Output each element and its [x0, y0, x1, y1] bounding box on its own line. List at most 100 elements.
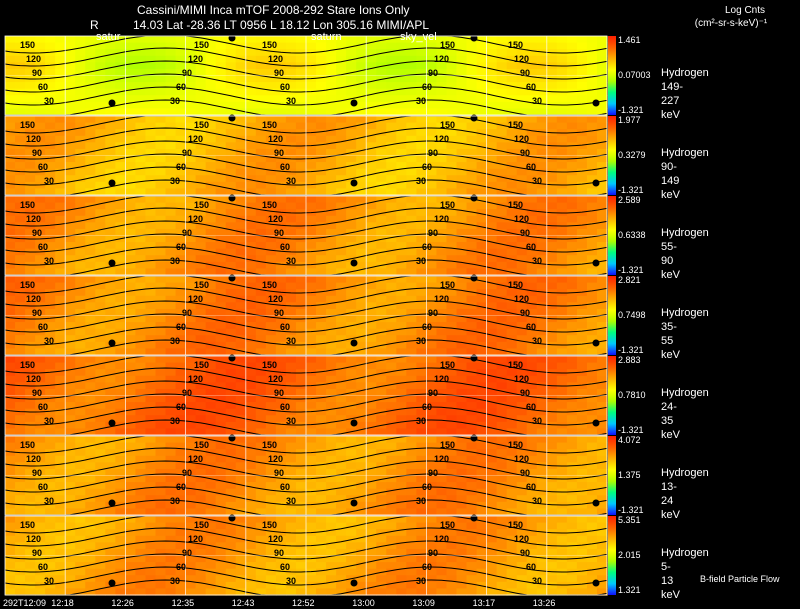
- heatmap-cell: [95, 36, 106, 44]
- heatmap-cell: [406, 228, 417, 237]
- heatmap-cell: [155, 475, 167, 483]
- heatmap-cell: [386, 341, 397, 350]
- heatmap-cell: [275, 436, 287, 444]
- heatmap-cell: [576, 62, 588, 70]
- heatmap-cell: [15, 516, 26, 524]
- heatmap-cell: [366, 95, 377, 103]
- heatmap-cell: [456, 255, 468, 263]
- heatmap-cell: [466, 168, 478, 176]
- heatmap-cell: [526, 162, 538, 170]
- heatmap-cell: [155, 228, 167, 237]
- heatmap-cell: [105, 295, 116, 303]
- heatmap-cell: [285, 388, 297, 397]
- heatmap-cell: [275, 535, 287, 543]
- heatmap-cell: [35, 436, 46, 444]
- heatmap-cell: [225, 135, 237, 143]
- heatmap-cell: [215, 369, 227, 377]
- heatmap-cell: [356, 42, 367, 50]
- heatmap-cell: [45, 308, 56, 317]
- heatmap-cell: [536, 108, 548, 116]
- heatmap-cell: [516, 135, 528, 143]
- heatmap-cell: [285, 356, 297, 364]
- heatmap-cell: [436, 248, 448, 256]
- heatmap-cell: [35, 202, 46, 210]
- heatmap-cell: [215, 122, 227, 130]
- heatmap-cell: [145, 68, 157, 77]
- heatmap-cell: [346, 276, 357, 284]
- heatmap-cell: [506, 282, 518, 290]
- heatmap-cell: [416, 328, 427, 336]
- heatmap-cell: [356, 415, 367, 423]
- heatmap-cell: [556, 36, 568, 44]
- heatmap-cell: [456, 101, 468, 110]
- heatmap-cell: [65, 468, 76, 477]
- heatmap-cell: [165, 388, 177, 397]
- heatmap-cell: [596, 228, 608, 237]
- heatmap-cell: [225, 382, 237, 390]
- heatmap-cell: [225, 228, 237, 237]
- heatmap-cell: [336, 95, 347, 103]
- heatmap-cell: [15, 375, 26, 383]
- heatmap-cell: [215, 295, 227, 303]
- heatmap-cell: [15, 562, 26, 570]
- heatmap-cell: [306, 501, 317, 510]
- heatmap-cell: [205, 228, 217, 237]
- heatmap-cell: [526, 289, 538, 297]
- heatmap-cell: [556, 42, 568, 50]
- heatmap-cell: [235, 495, 247, 503]
- heatmap-cell: [145, 248, 157, 256]
- heatmap-cell: [516, 95, 528, 103]
- heatmap-cell: [586, 468, 598, 477]
- heatmap-cell: [356, 369, 367, 377]
- heatmap-cell: [326, 62, 337, 70]
- heatmap-cell: [576, 421, 588, 430]
- heatmap-cell: [526, 168, 538, 176]
- heatmap-cell: [15, 468, 26, 477]
- heatmap-cell: [406, 155, 417, 163]
- heatmap-cell: [5, 375, 16, 383]
- heatmap-cell: [125, 395, 137, 403]
- heatmap-cell: [45, 402, 56, 410]
- heatmap-cell: [406, 449, 417, 457]
- heatmap-cell: [576, 122, 588, 130]
- heatmap-cell: [105, 516, 116, 524]
- heatmap-cell: [25, 188, 36, 196]
- heatmap-cell: [416, 508, 427, 516]
- heatmap-cell: [396, 356, 407, 364]
- heatmap-cell: [195, 568, 207, 576]
- heatmap-cell: [165, 436, 177, 444]
- heatmap-cell: [456, 455, 468, 463]
- heatmap-cell: [85, 95, 96, 103]
- heatmap-cell: [135, 202, 147, 210]
- heatmap-cell: [306, 328, 317, 336]
- heatmap-cell: [245, 548, 257, 557]
- heatmap-cell: [15, 388, 26, 397]
- heatmap-cell: [386, 575, 397, 583]
- heatmap-cell: [406, 181, 417, 190]
- heatmap-cell: [386, 55, 397, 63]
- heatmap-cell: [456, 181, 468, 190]
- heatmap-cell: [15, 581, 26, 590]
- heatmap-cell: [85, 328, 96, 336]
- heatmap-cell: [85, 155, 96, 163]
- heatmap-cell: [416, 421, 427, 430]
- heatmap-cell: [376, 196, 387, 204]
- heatmap-cell: [426, 588, 438, 596]
- heatmap-cell: [255, 228, 267, 237]
- heatmap-cell: [275, 135, 287, 143]
- heatmap-cell: [105, 322, 116, 330]
- heatmap-cell: [306, 468, 317, 477]
- heatmap-cell: [526, 122, 538, 130]
- heatmap-cell: [586, 369, 598, 377]
- heatmap-cell: [175, 382, 187, 390]
- heatmap-cell: [275, 495, 287, 503]
- heatmap-cell: [295, 535, 307, 543]
- heatmap-cell: [436, 428, 448, 436]
- heatmap-cell: [446, 302, 458, 310]
- heatmap-cell: [466, 322, 478, 330]
- heatmap-cell: [536, 402, 548, 410]
- heatmap-cell: [125, 135, 137, 143]
- heatmap-cell: [456, 261, 468, 270]
- heatmap-cell: [396, 181, 407, 190]
- heatmap-cell: [15, 135, 26, 143]
